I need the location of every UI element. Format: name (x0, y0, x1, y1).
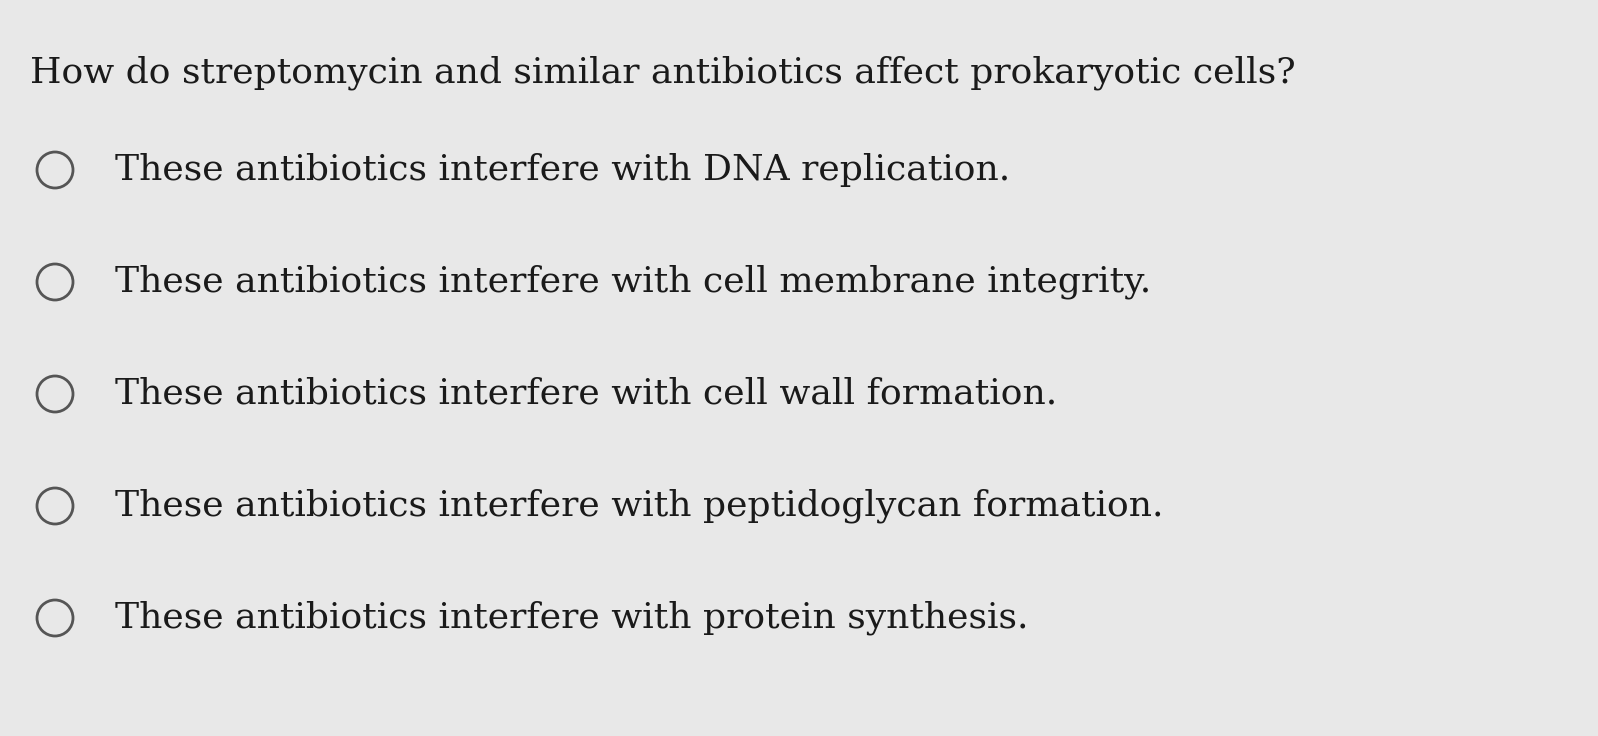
Ellipse shape (37, 488, 74, 524)
Ellipse shape (37, 600, 74, 636)
Text: These antibiotics interfere with cell membrane integrity.: These antibiotics interfere with cell me… (115, 265, 1151, 300)
Text: These antibiotics interfere with protein synthesis.: These antibiotics interfere with protein… (115, 601, 1029, 635)
Text: These antibiotics interfere with peptidoglycan formation.: These antibiotics interfere with peptido… (115, 489, 1163, 523)
Text: How do streptomycin and similar antibiotics affect prokaryotic cells?: How do streptomycin and similar antibiot… (30, 55, 1296, 90)
Ellipse shape (37, 376, 74, 412)
Text: These antibiotics interfere with cell wall formation.: These antibiotics interfere with cell wa… (115, 377, 1058, 411)
Ellipse shape (37, 152, 74, 188)
Text: These antibiotics interfere with DNA replication.: These antibiotics interfere with DNA rep… (115, 153, 1010, 187)
Ellipse shape (37, 264, 74, 300)
